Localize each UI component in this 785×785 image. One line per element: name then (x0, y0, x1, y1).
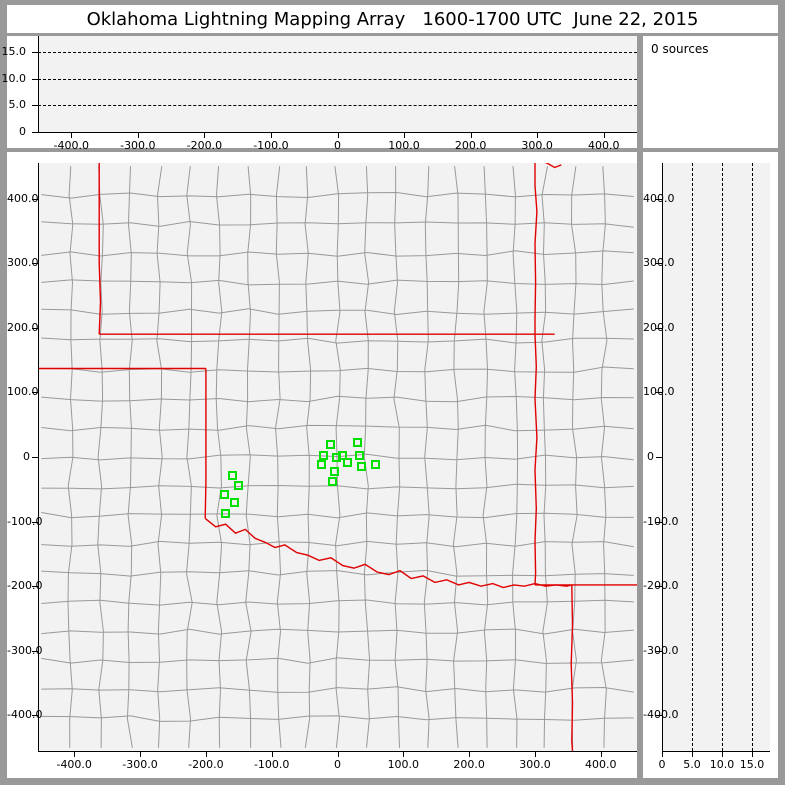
title-bar: Oklahoma Lightning Mapping Array 1600-17… (7, 5, 778, 33)
lightning-source-marker (371, 460, 380, 469)
top-x-tick-label: 400.0 (564, 139, 644, 152)
gridline-y-10.0 (38, 79, 637, 80)
right-x-tick (752, 751, 753, 757)
map-y-axis-line (38, 163, 39, 751)
lightning-source-marker (353, 438, 362, 447)
top-y-tick-label: 5.0 (9, 98, 27, 111)
map-y-tick-label: -100.0 (7, 515, 30, 528)
gridline-x-10.0 (722, 163, 723, 751)
top-y-tick-label: 15.0 (2, 45, 27, 58)
map-x-tick (272, 751, 273, 757)
right-y-tick-label: -200.0 (643, 579, 654, 592)
right-x-tick (692, 751, 693, 757)
right-y-tick-label: -300.0 (643, 644, 654, 657)
top-x-tick (204, 132, 205, 138)
map-y-tick-label: -200.0 (7, 579, 30, 592)
map-x-tick-label: 400.0 (561, 758, 641, 771)
top-y-tick (32, 52, 38, 53)
right-y-tick-label: -400.0 (643, 708, 654, 721)
right-y-tick-label: 300.0 (643, 256, 654, 269)
right-y-tick-label: 400.0 (643, 192, 654, 205)
lightning-source-marker (221, 509, 230, 518)
right-x-tick (722, 751, 723, 757)
top-x-tick (537, 132, 538, 138)
right-y-tick-label: 200.0 (643, 321, 654, 334)
lightning-source-marker (357, 462, 366, 471)
map-y-tick-label: -400.0 (7, 708, 30, 721)
sources-count-panel: 0 sources (643, 36, 778, 148)
top-x-tick (71, 132, 72, 138)
gridline-x-5.0 (692, 163, 693, 751)
top-x-tick (404, 132, 405, 138)
map-x-tick (206, 751, 207, 757)
right-y-axis-line (662, 163, 663, 751)
right-y-tick (656, 457, 662, 458)
map-y-tick-label: 100.0 (7, 385, 30, 398)
map-y-tick (32, 457, 38, 458)
map-y-tick-label: 0 (7, 450, 30, 463)
state-line-texas-louisiana (571, 585, 572, 751)
sources-count-label: 0 sources (651, 42, 709, 56)
right-x-tick-label: 15.0 (727, 758, 777, 771)
lightning-source-marker (355, 451, 364, 460)
lightning-source-marker (326, 440, 335, 449)
lightning-source-marker (234, 481, 243, 490)
right-y-tick-label: -100.0 (643, 515, 654, 528)
map-x-tick (535, 751, 536, 757)
lightning-source-marker (328, 477, 337, 486)
map-y-tick-label: 300.0 (7, 256, 30, 269)
state-line-colorado-newmexico (99, 163, 100, 334)
state-line-red-river-oklahoma-texas (205, 518, 572, 587)
gridline-y-5.0 (38, 105, 637, 106)
top-y-tick (32, 132, 38, 133)
lightning-source-marker (230, 498, 239, 507)
lightning-source-marker (319, 451, 328, 460)
plan-view-map-plot-area[interactable] (38, 163, 637, 751)
top-x-tick (138, 132, 139, 138)
lightning-source-marker (220, 490, 229, 499)
map-y-tick-label: 400.0 (7, 192, 30, 205)
state-line-texas-east (205, 369, 206, 519)
lma-display-window: Oklahoma Lightning Mapping Array 1600-17… (0, 0, 785, 785)
map-x-tick (140, 751, 141, 757)
top-x-tick (338, 132, 339, 138)
map-x-tick (469, 751, 470, 757)
top-y-tick-label: 0 (19, 125, 26, 138)
state-line-kansas-missouri (535, 163, 537, 334)
right-y-tick-label: 100.0 (643, 385, 654, 398)
page-title: Oklahoma Lightning Mapping Array 1600-17… (87, 9, 699, 30)
lightning-source-marker (343, 458, 352, 467)
right-x-axis-line (662, 751, 770, 752)
lightning-source-marker (330, 467, 339, 476)
plan-view-map-panel: 400.0 300.0 200.0 100.0 0 -100.0 -200.0 -300.0 -… (7, 152, 637, 778)
map-x-tick (74, 751, 75, 757)
top-y-tick (32, 79, 38, 80)
top-x-tick (604, 132, 605, 138)
top-y-tick-label: 10.0 (2, 72, 27, 85)
altitude-east-west-plot-area[interactable] (38, 36, 637, 132)
map-y-tick-label: 200.0 (7, 321, 30, 334)
top-y-tick (32, 105, 38, 106)
top-x-tick (471, 132, 472, 138)
gridline-x-15.0 (752, 163, 753, 751)
altitude-north-south-plot-area[interactable] (662, 163, 770, 751)
altitude-north-south-panel: 400.0 300.0 200.0 100.0 0 -100.0 -200.0 -300.0 -… (643, 152, 778, 778)
lightning-source-marker (228, 471, 237, 480)
gridline-y-15.0 (38, 52, 637, 53)
lightning-source-marker (317, 460, 326, 469)
state-line-missouri-notch (535, 163, 561, 168)
map-y-tick-label: -300.0 (7, 644, 30, 657)
map-x-tick (601, 751, 602, 757)
top-x-tick (271, 132, 272, 138)
map-x-tick (338, 751, 339, 757)
top-y-axis-line (38, 36, 39, 132)
altitude-east-west-panel: 05.010.015.0-400.0-300.0-200.0-100.00100… (7, 36, 637, 148)
map-x-tick (403, 751, 404, 757)
right-x-tick (662, 751, 663, 757)
right-y-tick-label: 0 (643, 450, 654, 463)
